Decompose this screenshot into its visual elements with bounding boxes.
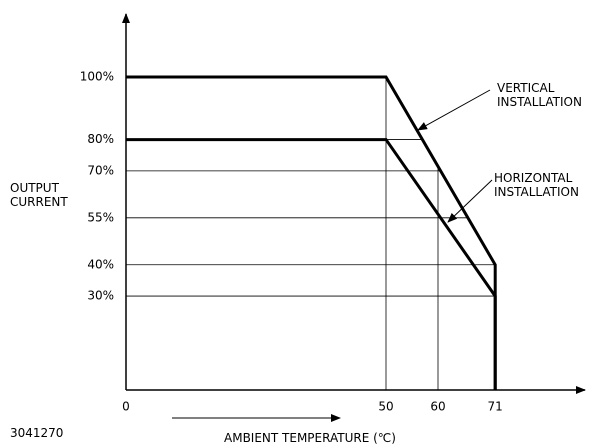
x-tick-label: 71 bbox=[488, 400, 503, 414]
leader-arrow bbox=[447, 179, 493, 223]
x-tick-label: 50 bbox=[378, 400, 393, 414]
figure-id: 3041270 bbox=[10, 426, 64, 440]
y-tick-label: 100% bbox=[80, 69, 114, 83]
x-tick-label: 60 bbox=[430, 400, 445, 414]
x-axis-label: AMBIENT TEMPERATURE (℃) bbox=[224, 431, 396, 445]
y-tick-label: 55% bbox=[87, 210, 114, 224]
y-tick-label: 40% bbox=[87, 257, 114, 271]
y-axis-label: OUTPUT CURRENT bbox=[10, 181, 68, 209]
series-label: VERTICAL INSTALLATION bbox=[497, 81, 582, 109]
series-label: HORIZONTAL INSTALLATION bbox=[494, 171, 579, 199]
y-tick-label: 30% bbox=[87, 289, 114, 303]
y-tick-label: 80% bbox=[87, 132, 114, 146]
series-line bbox=[126, 138, 497, 390]
leader-arrow bbox=[417, 89, 491, 131]
y-tick-label: 70% bbox=[87, 163, 114, 177]
x-tick-label: 0 bbox=[122, 400, 130, 414]
series-line bbox=[126, 75, 497, 390]
